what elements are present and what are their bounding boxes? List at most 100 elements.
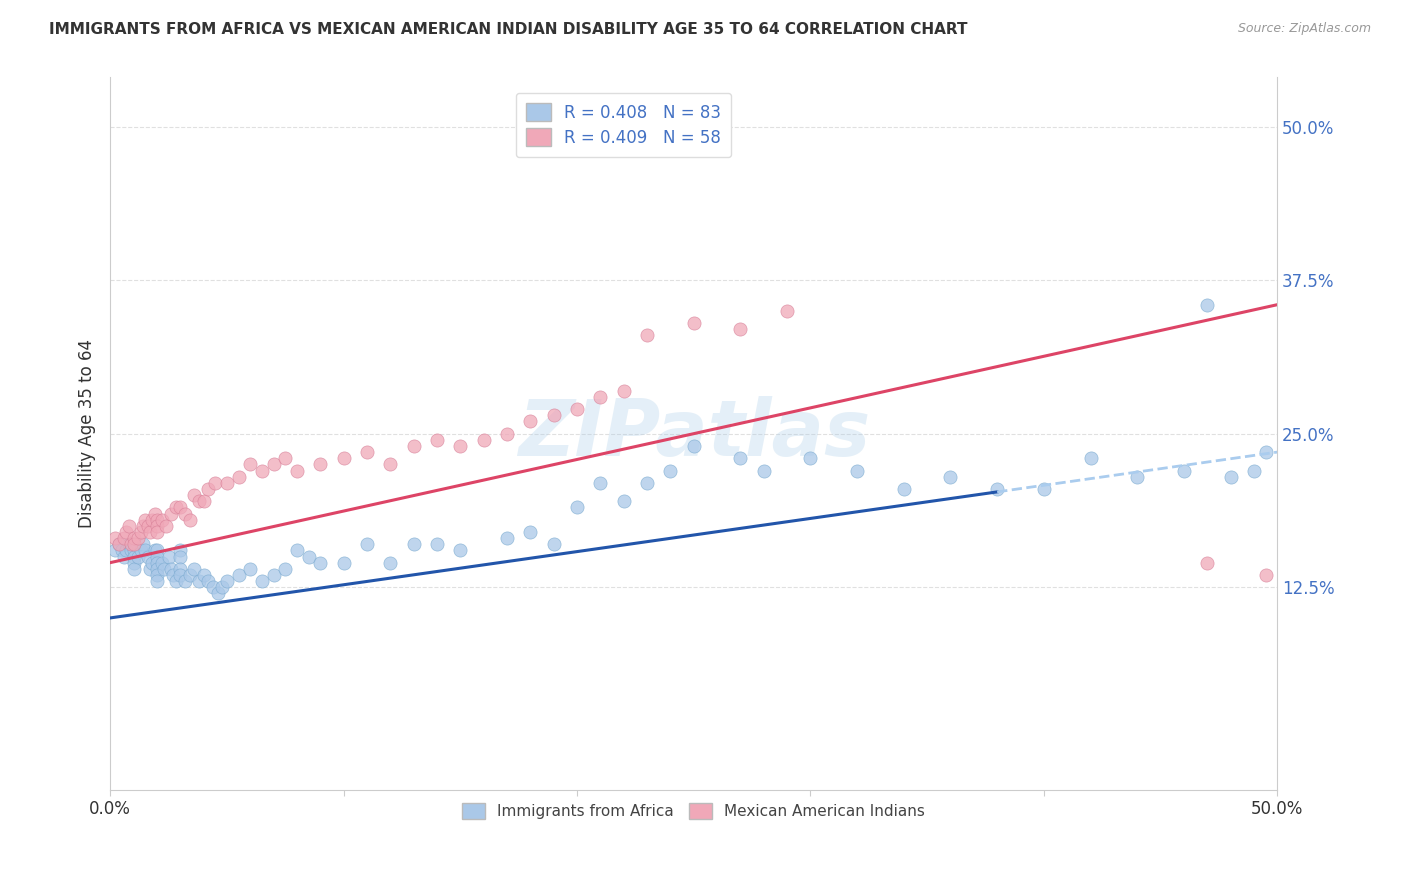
Point bbox=[228, 469, 250, 483]
Point bbox=[169, 543, 191, 558]
Point bbox=[1197, 298, 1219, 312]
Point bbox=[118, 518, 141, 533]
Point bbox=[893, 482, 915, 496]
Point bbox=[682, 316, 704, 330]
Point bbox=[589, 390, 612, 404]
Point bbox=[146, 574, 169, 588]
Point bbox=[108, 537, 131, 551]
Point bbox=[134, 543, 156, 558]
Point bbox=[356, 537, 378, 551]
Point bbox=[160, 507, 183, 521]
Point bbox=[187, 574, 209, 588]
Point bbox=[153, 562, 176, 576]
Point bbox=[129, 524, 152, 539]
Point bbox=[239, 562, 262, 576]
Text: ZIPatlas: ZIPatlas bbox=[517, 396, 870, 472]
Point bbox=[472, 433, 495, 447]
Point bbox=[1173, 463, 1195, 477]
Point bbox=[120, 537, 142, 551]
Point bbox=[165, 500, 187, 515]
Point bbox=[986, 482, 1008, 496]
Point bbox=[1243, 463, 1265, 477]
Point bbox=[1126, 469, 1149, 483]
Point bbox=[146, 549, 169, 564]
Point bbox=[104, 531, 127, 545]
Point bbox=[636, 328, 658, 343]
Point bbox=[141, 556, 163, 570]
Point bbox=[1254, 568, 1277, 582]
Point bbox=[402, 537, 425, 551]
Point bbox=[449, 439, 471, 453]
Point bbox=[426, 433, 449, 447]
Point bbox=[108, 537, 131, 551]
Point bbox=[201, 580, 224, 594]
Point bbox=[1197, 556, 1219, 570]
Point bbox=[162, 568, 184, 582]
Point bbox=[939, 469, 962, 483]
Point bbox=[115, 543, 138, 558]
Point bbox=[129, 543, 152, 558]
Point bbox=[207, 586, 229, 600]
Point bbox=[730, 322, 752, 336]
Point bbox=[730, 451, 752, 466]
Point bbox=[104, 543, 127, 558]
Point bbox=[122, 556, 145, 570]
Point bbox=[122, 537, 145, 551]
Point bbox=[193, 568, 215, 582]
Point bbox=[141, 513, 163, 527]
Point bbox=[197, 574, 219, 588]
Point bbox=[146, 513, 169, 527]
Point bbox=[1219, 469, 1241, 483]
Point bbox=[169, 500, 191, 515]
Point bbox=[136, 549, 159, 564]
Legend: Immigrants from Africa, Mexican American Indians: Immigrants from Africa, Mexican American… bbox=[456, 797, 931, 825]
Point bbox=[122, 543, 145, 558]
Point bbox=[332, 451, 354, 466]
Point bbox=[239, 458, 262, 472]
Point bbox=[169, 568, 191, 582]
Point bbox=[659, 463, 682, 477]
Point bbox=[613, 384, 636, 398]
Point bbox=[122, 562, 145, 576]
Point bbox=[285, 543, 308, 558]
Point bbox=[132, 537, 155, 551]
Point bbox=[519, 414, 541, 428]
Point bbox=[380, 458, 402, 472]
Point bbox=[799, 451, 821, 466]
Point bbox=[636, 475, 658, 490]
Point bbox=[1080, 451, 1102, 466]
Point bbox=[402, 439, 425, 453]
Point bbox=[297, 549, 319, 564]
Point bbox=[263, 458, 285, 472]
Point bbox=[146, 568, 169, 582]
Point bbox=[274, 451, 297, 466]
Point bbox=[1032, 482, 1054, 496]
Point bbox=[332, 556, 354, 570]
Point bbox=[519, 524, 541, 539]
Point bbox=[496, 531, 519, 545]
Point bbox=[111, 543, 134, 558]
Point bbox=[146, 562, 169, 576]
Point bbox=[132, 518, 155, 533]
Y-axis label: Disability Age 35 to 64: Disability Age 35 to 64 bbox=[79, 339, 96, 528]
Point bbox=[285, 463, 308, 477]
Point bbox=[426, 537, 449, 551]
Point bbox=[179, 513, 201, 527]
Point bbox=[173, 574, 195, 588]
Point bbox=[776, 303, 799, 318]
Point bbox=[150, 513, 173, 527]
Point bbox=[179, 568, 201, 582]
Point bbox=[169, 562, 191, 576]
Point bbox=[197, 482, 219, 496]
Point bbox=[215, 475, 238, 490]
Text: Source: ZipAtlas.com: Source: ZipAtlas.com bbox=[1237, 22, 1371, 36]
Point bbox=[211, 580, 233, 594]
Point bbox=[187, 494, 209, 508]
Point bbox=[146, 518, 169, 533]
Point bbox=[173, 507, 195, 521]
Point bbox=[127, 549, 149, 564]
Point bbox=[146, 556, 169, 570]
Point bbox=[120, 543, 142, 558]
Point bbox=[543, 409, 565, 423]
Point bbox=[250, 463, 273, 477]
